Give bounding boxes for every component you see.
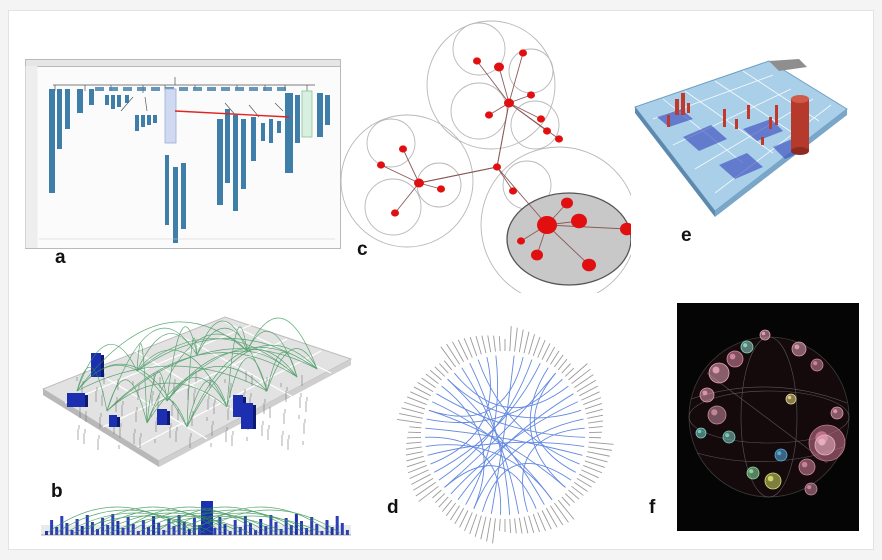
panel-f-sphere — [677, 303, 859, 531]
panel-b-3d-bundles — [37, 311, 357, 551]
panel-e-label: e — [681, 225, 692, 246]
panel-c-nested-circles — [331, 15, 631, 293]
panel-a-tree-browser — [25, 59, 341, 249]
figure-frame: a c — [8, 10, 874, 550]
panel-f-label: f — [649, 497, 656, 518]
panel-b-label: b — [51, 481, 63, 502]
panel-a-label: a — [55, 247, 66, 268]
panel-c-label: c — [357, 239, 368, 260]
panel-d-label: d — [387, 497, 399, 518]
panel-e-3d-treemap — [623, 59, 853, 219]
panel-d-radial-bundles — [377, 307, 633, 551]
